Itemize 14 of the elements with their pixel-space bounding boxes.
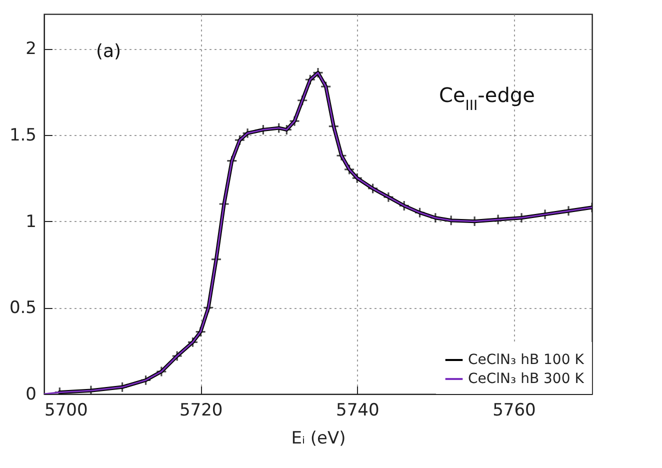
y-tick-label: 2 <box>26 39 36 60</box>
x-tick-label: 5740 <box>336 400 380 420</box>
x-tick-label: 5720 <box>179 400 223 420</box>
annotation: Ce$_{III}$-edge <box>439 83 535 114</box>
x-axis-title: Eᵢ (eV) <box>291 428 346 448</box>
legend-label: CeClN₃ hB 300 K <box>468 371 585 387</box>
annotation: (a) <box>96 41 122 62</box>
x-tick-label: 5760 <box>492 400 536 420</box>
y-tick-label: 0 <box>26 384 36 404</box>
y-tick-label: 1.5 <box>9 125 36 146</box>
x-tick-label: 5700 <box>44 400 88 420</box>
y-tick-label: 1 <box>26 212 36 232</box>
legend-label: CeClN₃ hB 100 K <box>468 352 585 368</box>
y-tick-label: 0.5 <box>9 298 36 318</box>
